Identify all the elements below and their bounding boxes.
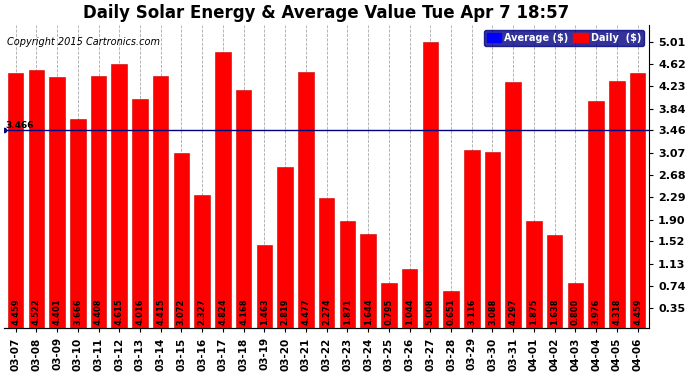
Bar xyxy=(174,153,189,328)
Bar xyxy=(49,76,65,328)
Title: Daily Solar Energy & Average Value Tue Apr 7 18:57: Daily Solar Energy & Average Value Tue A… xyxy=(83,4,570,22)
Text: 3.116: 3.116 xyxy=(467,299,476,326)
Bar xyxy=(443,291,459,328)
Bar xyxy=(422,42,438,328)
Bar xyxy=(91,76,106,328)
Text: 1.463: 1.463 xyxy=(260,299,269,326)
Legend: Average ($), Daily  ($): Average ($), Daily ($) xyxy=(484,30,644,46)
Bar xyxy=(339,221,355,328)
Text: 4.401: 4.401 xyxy=(52,299,61,326)
Text: 4.415: 4.415 xyxy=(156,299,165,326)
Text: 1.638: 1.638 xyxy=(550,299,559,326)
Bar xyxy=(589,101,604,328)
Bar xyxy=(506,82,521,328)
Text: 3.466: 3.466 xyxy=(6,121,34,130)
Text: 3.976: 3.976 xyxy=(592,299,601,326)
Text: 1.644: 1.644 xyxy=(364,299,373,326)
Text: 2.327: 2.327 xyxy=(198,299,207,326)
Bar xyxy=(153,76,168,328)
Bar xyxy=(568,282,583,328)
Text: 4.615: 4.615 xyxy=(115,299,124,326)
Text: 1.044: 1.044 xyxy=(405,299,414,326)
Bar xyxy=(360,234,376,328)
Text: 4.318: 4.318 xyxy=(613,299,622,326)
Text: 5.008: 5.008 xyxy=(426,299,435,326)
Bar xyxy=(195,195,210,328)
Text: 1.875: 1.875 xyxy=(529,299,538,326)
Text: 4.297: 4.297 xyxy=(509,299,518,326)
Text: 0.800: 0.800 xyxy=(571,299,580,326)
Text: 2.274: 2.274 xyxy=(322,299,331,326)
Text: 4.408: 4.408 xyxy=(94,299,103,326)
Text: 3.088: 3.088 xyxy=(488,299,497,326)
Bar xyxy=(132,99,148,328)
Bar xyxy=(609,81,624,328)
Bar xyxy=(547,235,562,328)
Bar xyxy=(112,64,127,328)
Text: 1.871: 1.871 xyxy=(343,299,352,326)
Text: 4.016: 4.016 xyxy=(135,299,144,326)
Bar xyxy=(215,53,230,328)
Text: 3.072: 3.072 xyxy=(177,299,186,326)
Bar xyxy=(464,150,480,328)
Text: 4.824: 4.824 xyxy=(219,299,228,326)
Text: Copyright 2015 Cartronics.com: Copyright 2015 Cartronics.com xyxy=(7,37,160,47)
Text: 0.651: 0.651 xyxy=(446,299,455,326)
Bar xyxy=(381,283,397,328)
Bar xyxy=(484,152,500,328)
Bar xyxy=(402,268,417,328)
Text: 4.459: 4.459 xyxy=(633,299,642,326)
Bar xyxy=(526,221,542,328)
Bar xyxy=(236,90,251,328)
Text: 0.795: 0.795 xyxy=(384,299,393,326)
Bar xyxy=(630,73,645,328)
Bar xyxy=(28,70,44,328)
Text: 4.522: 4.522 xyxy=(32,299,41,326)
Bar xyxy=(298,72,314,328)
Bar xyxy=(257,244,272,328)
Text: 4.459: 4.459 xyxy=(11,299,20,326)
Text: 4.168: 4.168 xyxy=(239,299,248,326)
Text: 2.819: 2.819 xyxy=(281,299,290,326)
Bar xyxy=(8,73,23,328)
Bar xyxy=(277,167,293,328)
Bar xyxy=(319,198,335,328)
Text: 3.666: 3.666 xyxy=(73,299,82,326)
Bar xyxy=(70,118,86,328)
Text: 4.477: 4.477 xyxy=(302,299,310,326)
